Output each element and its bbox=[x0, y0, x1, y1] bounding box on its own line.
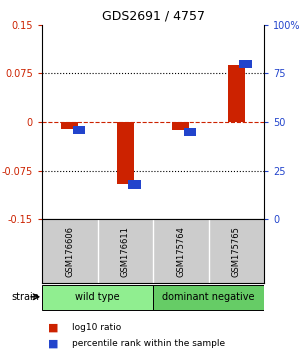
Bar bbox=[228, 65, 244, 122]
Text: ■: ■ bbox=[48, 322, 58, 332]
Bar bbox=[117, 122, 134, 184]
Bar bbox=[128, 180, 141, 189]
Text: log10 ratio: log10 ratio bbox=[72, 323, 121, 332]
Text: GSM175764: GSM175764 bbox=[176, 226, 185, 277]
Text: GSM176611: GSM176611 bbox=[121, 226, 130, 277]
Text: ■: ■ bbox=[48, 338, 58, 348]
Bar bbox=[42, 285, 153, 310]
Bar bbox=[61, 122, 78, 129]
Text: percentile rank within the sample: percentile rank within the sample bbox=[72, 339, 225, 348]
Text: GSM176606: GSM176606 bbox=[65, 226, 74, 277]
Text: wild type: wild type bbox=[75, 292, 120, 302]
Text: strain: strain bbox=[11, 292, 39, 302]
Text: GSM175765: GSM175765 bbox=[232, 226, 241, 277]
Bar bbox=[184, 128, 196, 136]
Text: dominant negative: dominant negative bbox=[162, 292, 255, 302]
Bar bbox=[172, 122, 189, 130]
Bar bbox=[73, 126, 85, 134]
Bar bbox=[239, 59, 252, 68]
Title: GDS2691 / 4757: GDS2691 / 4757 bbox=[101, 9, 205, 22]
Bar bbox=[153, 285, 264, 310]
